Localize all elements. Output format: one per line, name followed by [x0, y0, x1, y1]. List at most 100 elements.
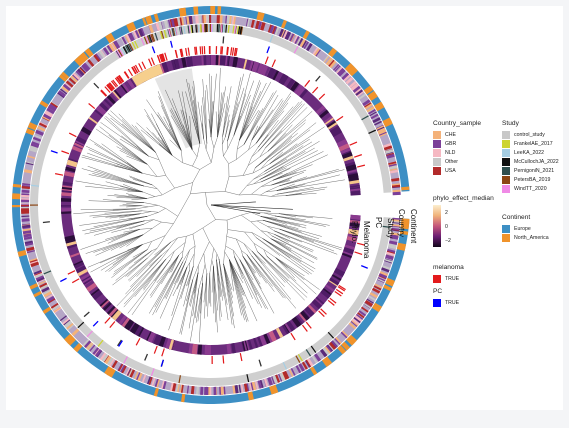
figure-panel: Continent Country Study PC Melanoma Phyl… [6, 6, 563, 410]
tree-branch [262, 238, 302, 263]
phylogenetic-tree [73, 67, 345, 343]
melanoma-mark [226, 46, 229, 55]
tree-branch [264, 141, 313, 172]
phylo-segment [171, 59, 177, 71]
phylo-segment [73, 261, 85, 269]
country-segment [280, 372, 286, 381]
tree-branch [264, 141, 320, 175]
country-segment [94, 349, 102, 357]
tree-branch [116, 259, 162, 307]
legend-item: NLD [433, 148, 481, 157]
tree-branch [224, 251, 230, 260]
phylo-segment [334, 267, 346, 276]
study-segment [305, 349, 312, 357]
country-segment [62, 84, 71, 91]
tree-branch [128, 250, 152, 269]
phylo-segment [69, 252, 80, 258]
tree-branch [251, 255, 297, 309]
melanoma-mark [123, 71, 130, 79]
tree-branch [226, 236, 237, 240]
melanoma-mark [112, 79, 119, 87]
tree-branch [251, 94, 279, 141]
tree-branch [127, 257, 148, 277]
country-segment [108, 358, 115, 367]
melanoma-mark [175, 49, 178, 58]
study-segment [191, 24, 194, 34]
country-segment [313, 48, 321, 57]
country-segment [61, 85, 70, 93]
country-segment [81, 64, 89, 73]
tree-branch [126, 234, 144, 247]
tree-branch [192, 227, 203, 235]
country-segment [358, 310, 367, 317]
country-segment [358, 93, 367, 100]
phylo-segment [348, 228, 359, 236]
tree-branch [256, 237, 310, 275]
country-segment [322, 55, 329, 63]
country-segment [389, 165, 398, 170]
tree-branch [100, 244, 143, 271]
legend-item: North_America [502, 233, 549, 242]
tree-branch [116, 146, 148, 165]
country-segment [24, 240, 33, 245]
country-segment [188, 16, 193, 25]
tree-branch [205, 191, 226, 193]
tree-branch [154, 256, 183, 308]
tree-branch [262, 238, 312, 275]
pc-mark [92, 320, 99, 327]
phylo-segment [327, 121, 338, 130]
tree-branch [177, 193, 191, 217]
country-segment [92, 347, 100, 355]
melanoma-mark [349, 141, 358, 146]
tree-branch [84, 220, 145, 235]
phylo-segment [66, 241, 77, 247]
melanoma-mark [104, 86, 111, 93]
tree-branch [209, 273, 212, 307]
tree-branch [135, 206, 149, 210]
tree-branch [266, 255, 290, 279]
phylo-segment [61, 204, 72, 207]
tree-branch [263, 212, 275, 217]
continent-segment [73, 343, 83, 353]
tree-branch [152, 221, 162, 229]
legend-country-sample: Country_sample CHE GBR NLD Other USA [433, 120, 481, 175]
tree-branch [279, 176, 308, 187]
melanoma-mark [55, 173, 64, 176]
tree-branch [262, 238, 314, 272]
tree-branch [239, 259, 262, 308]
tree-branch [265, 190, 277, 193]
country-segment [21, 194, 30, 198]
tree-branch [182, 242, 186, 251]
country-segment [69, 76, 77, 84]
country-segment [384, 148, 394, 155]
country-segment [289, 33, 295, 42]
continent-segment [64, 333, 75, 345]
tree-branch [134, 258, 167, 297]
tree-branch [161, 248, 170, 260]
study-segment [269, 34, 274, 43]
melanoma-mark [160, 53, 165, 62]
continent-segment [281, 19, 288, 29]
tree-branch [242, 165, 249, 176]
melanoma-mark [164, 52, 168, 61]
country-segment [383, 145, 393, 151]
tree-branch [221, 136, 226, 145]
tree-branch [158, 96, 182, 151]
legend-swatch [433, 148, 441, 157]
phylo-segment [320, 289, 331, 299]
tree-branch [165, 175, 175, 189]
tree-branch [205, 192, 208, 206]
tree-branch [267, 129, 311, 162]
continent-segment [145, 15, 153, 25]
study-segment [124, 45, 130, 53]
tree-branch [217, 103, 226, 137]
tree-branch [236, 149, 249, 160]
continent-segment [42, 306, 52, 315]
melanoma-mark [318, 93, 326, 100]
country-segment [373, 285, 382, 291]
tree-branch [123, 258, 167, 305]
pc-mark [361, 265, 368, 269]
continent-segment [153, 13, 160, 23]
tree-branch [175, 110, 193, 150]
country-segment [179, 384, 183, 393]
